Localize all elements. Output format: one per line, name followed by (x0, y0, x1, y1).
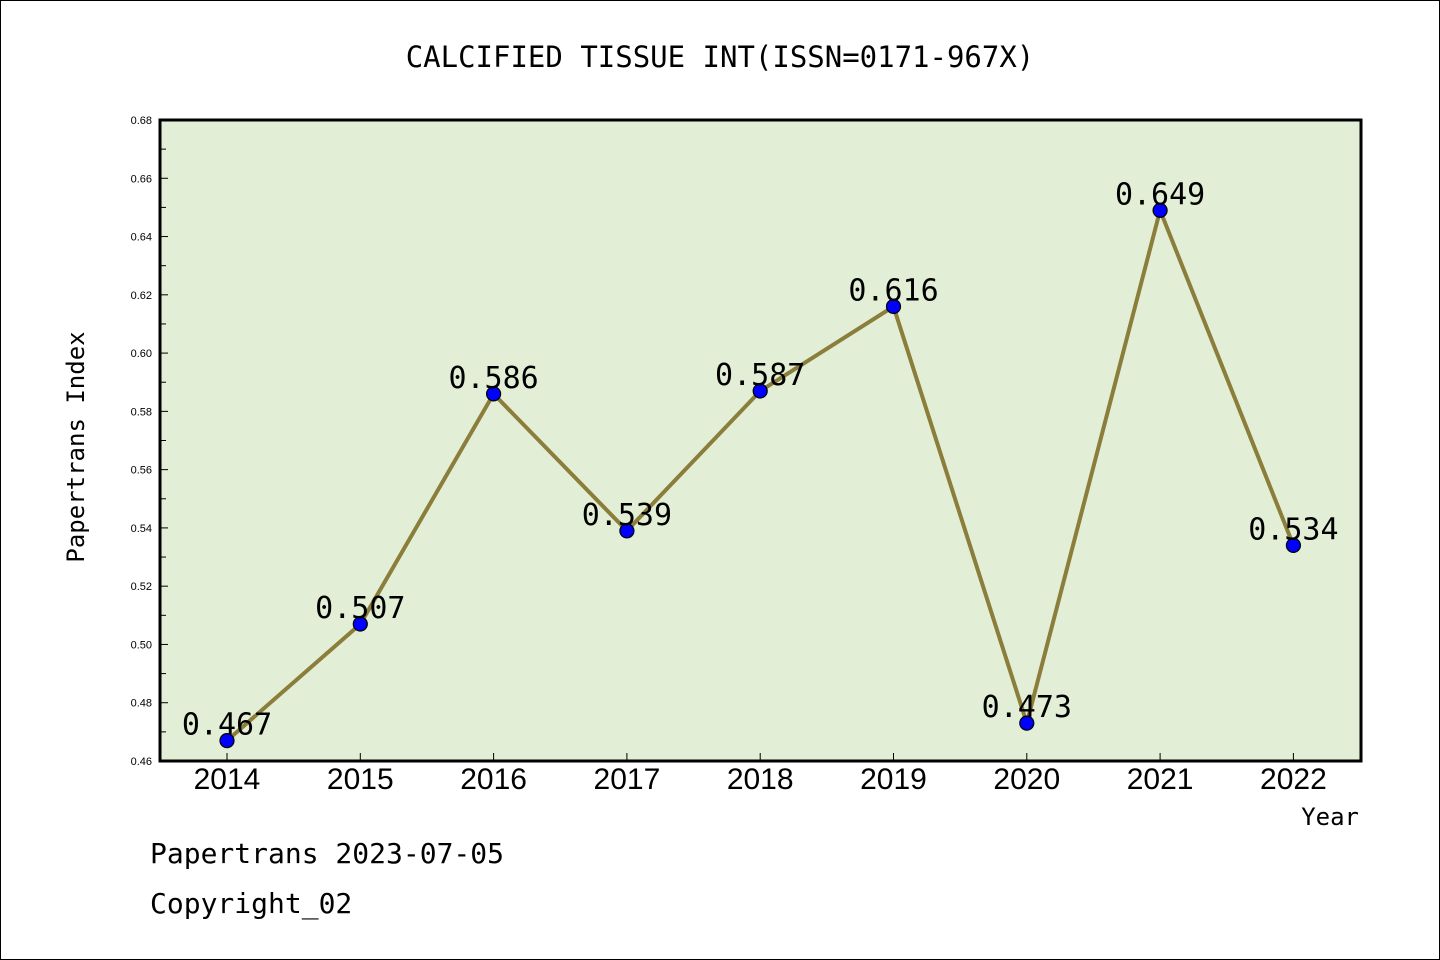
data-point (752, 383, 768, 399)
footer-copyright: Copyright_02 (150, 887, 352, 921)
x-tick-label: 2017 (594, 763, 661, 796)
y-axis: 0.46 0.48 0.50 0.52 0.54 0.56 0.58 0.60 0.62 0.64… (131, 115, 168, 768)
y-tick-label: 0.60 (131, 348, 152, 360)
y-tick-label: 0.50 (131, 639, 152, 651)
data-label: 0.587 (715, 358, 805, 393)
data-label: 0.539 (582, 498, 672, 533)
y-tick-label: 0.54 (131, 523, 152, 535)
x-axis-label: Year (1301, 803, 1359, 831)
x-tick-label: 2018 (727, 763, 794, 796)
y-tick-label: 0.46 (131, 756, 152, 768)
series-markers (219, 202, 1302, 749)
data-point (1152, 202, 1168, 218)
data-label: 0.534 (1248, 512, 1338, 547)
y-tick-label: 0.62 (131, 290, 152, 302)
x-tick-label: 2019 (860, 763, 927, 796)
footer-date: Papertrans 2023-07-05 (150, 837, 504, 870)
data-point (352, 616, 368, 632)
y-tick-label: 0.48 (131, 698, 152, 710)
data-point (885, 298, 902, 315)
x-tick-label: 2022 (1260, 763, 1327, 796)
data-point (619, 523, 635, 539)
data-label: 0.616 (848, 273, 938, 308)
data-point (219, 733, 235, 749)
plot-area (158, 118, 1363, 763)
y-tick-label: 0.58 (131, 406, 152, 418)
x-tick-label: 2015 (327, 763, 394, 796)
x-axis: 2014 2015 2016 2017 2018 2019 2020 2021 2022 (194, 753, 1327, 796)
data-label: 0.473 (982, 690, 1072, 725)
data-point (1285, 537, 1302, 553)
y-tick-label: 0.66 (131, 173, 152, 185)
data-label: 0.507 (315, 591, 405, 626)
y-tick-label: 0.64 (131, 232, 152, 244)
data-label: 0.467 (182, 708, 272, 743)
chart-title: CALCIFIED TISSUE INT(ISSN=0171-967X) (406, 40, 1035, 74)
x-tick-label: 2021 (1127, 763, 1194, 796)
x-tick-label: 2016 (460, 763, 527, 796)
y-tick-label: 0.52 (131, 581, 152, 593)
data-labels: 0.467 0.507 0.586 0.539 0.587 0.616 0.473 0.649… (182, 177, 1339, 742)
x-tick-label: 2020 (993, 763, 1060, 796)
y-tick-label: 0.68 (131, 115, 152, 127)
y-tick-label: 0.56 (131, 465, 152, 477)
data-label: 0.649 (1115, 177, 1205, 212)
data-point (1019, 715, 1035, 731)
data-point (486, 386, 502, 402)
y-axis-label: Papertrans Index (62, 331, 90, 562)
x-tick-label: 2014 (194, 763, 261, 796)
data-label: 0.586 (448, 361, 538, 396)
